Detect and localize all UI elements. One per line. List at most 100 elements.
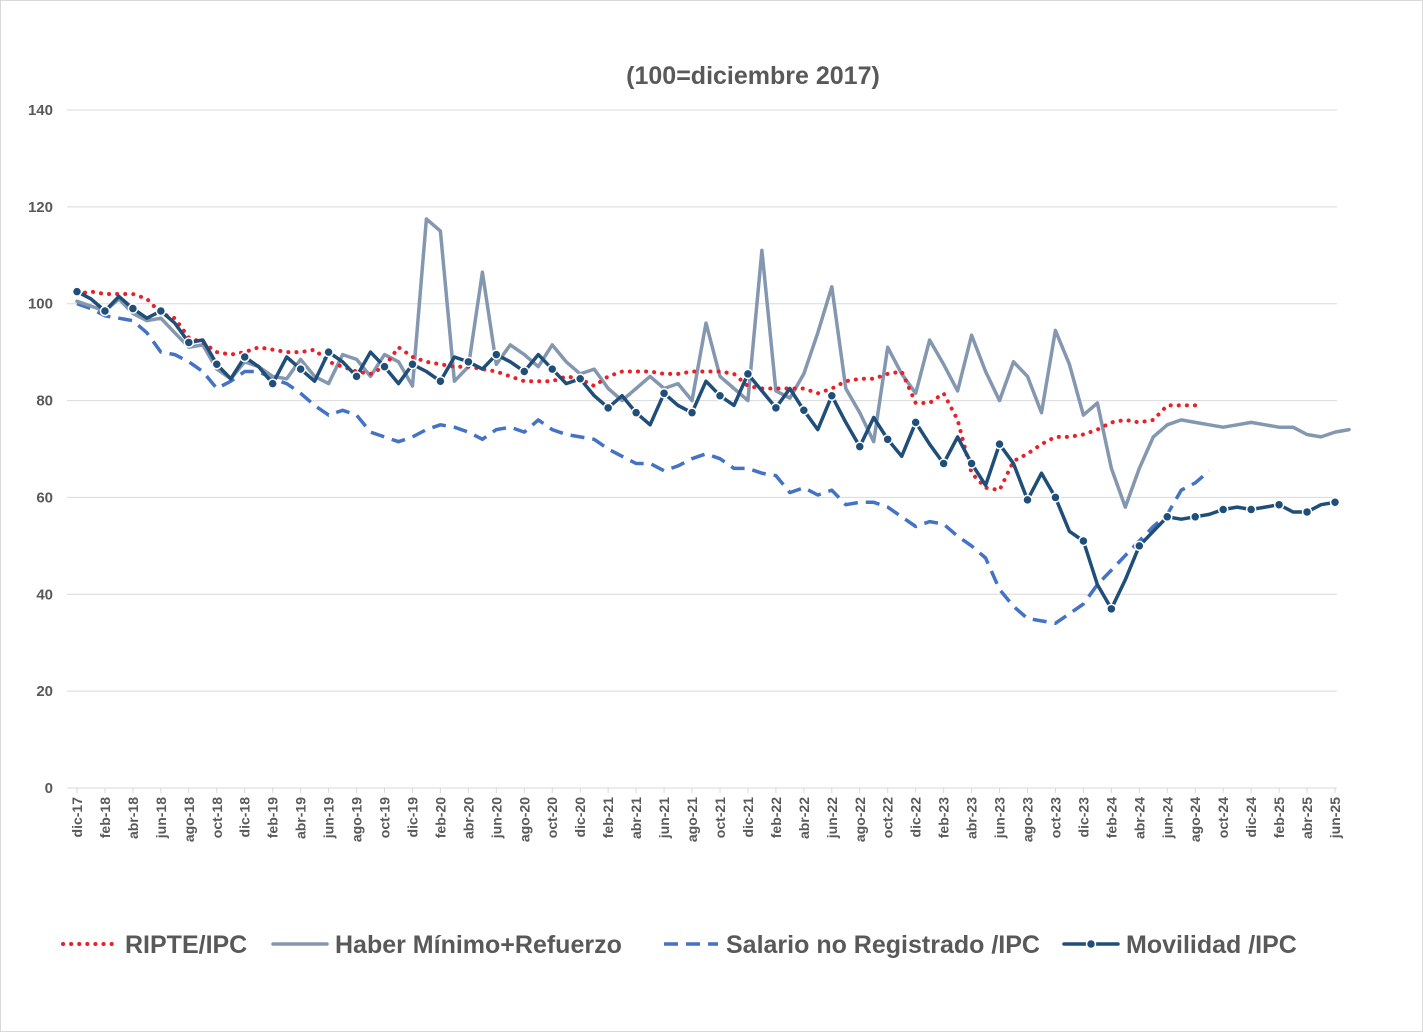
data-point <box>491 349 502 360</box>
data-point <box>630 407 642 418</box>
x-tick-label: ago-21 <box>684 797 700 842</box>
data-point <box>658 388 670 399</box>
x-tick-label: feb-21 <box>600 797 616 838</box>
x-tick-label: jun-19 <box>321 797 337 839</box>
x-tick-label: feb-24 <box>1103 797 1119 838</box>
data-point <box>71 286 83 297</box>
x-tick-label: feb-18 <box>97 797 113 838</box>
x-tick-label: ago-23 <box>1019 797 1035 842</box>
x-tick-label: abr-22 <box>796 797 812 839</box>
gridlines <box>67 109 1337 789</box>
legend-label: Movilidad /IPC <box>1126 931 1297 959</box>
series-line-0 <box>75 289 1198 493</box>
y-tick-label: 120 <box>28 199 53 216</box>
x-tick-label: ago-22 <box>852 797 868 842</box>
data-point <box>1106 603 1117 615</box>
legend-marker <box>1085 938 1097 950</box>
data-point <box>99 305 111 317</box>
x-tick-label: oct-18 <box>209 797 225 838</box>
x-tick-label: dic-23 <box>1075 797 1091 838</box>
x-tick-label: ago-24 <box>1187 797 1203 842</box>
data-point <box>267 378 278 389</box>
x-tick-label: abr-21 <box>628 797 644 839</box>
x-tick-label: dic-17 <box>69 797 85 838</box>
data-point <box>1217 504 1229 515</box>
series-group <box>71 217 1351 626</box>
x-tick-label: jun-22 <box>824 797 840 839</box>
x-tick-label: dic-24 <box>1243 797 1259 838</box>
data-point <box>910 417 921 428</box>
x-tick-label: abr-20 <box>460 797 476 839</box>
x-tick-label: abr-23 <box>964 797 980 839</box>
y-axis: 0 20 40 60 80 100 120 140 <box>28 102 53 797</box>
legend: RIPTE/IPC Haber Mínimo+Refuerzo Salario no… <box>61 931 1297 959</box>
data-point <box>155 305 167 317</box>
x-tick-label: jun-25 <box>1327 797 1343 839</box>
data-point <box>323 346 334 358</box>
y-tick-label: 140 <box>28 102 53 119</box>
data-point <box>407 359 418 370</box>
data-point <box>1329 497 1341 508</box>
data-point <box>1022 494 1033 506</box>
data-point <box>1162 511 1173 523</box>
data-point <box>1189 511 1201 523</box>
x-tick-label: jun-18 <box>153 797 169 839</box>
chart-title: (100=diciembre 2017) <box>626 62 880 90</box>
legend-label: RIPTE/IPC <box>125 931 247 959</box>
data-point <box>295 363 306 375</box>
series-line-3 <box>75 289 1337 611</box>
legend-label: Haber Mínimo+Refuerzo <box>335 931 622 959</box>
x-axis: dic-17 feb-18 abr-18 jun-18 ago-18 oct-18 dic-… <box>69 788 1343 842</box>
data-point <box>239 351 250 363</box>
data-point <box>742 368 754 380</box>
x-tick-label: feb-25 <box>1271 797 1287 838</box>
data-point <box>602 402 614 414</box>
x-tick-label: ago-18 <box>181 797 197 842</box>
data-point <box>379 361 390 372</box>
y-tick-label: 60 <box>36 489 53 506</box>
y-tick-label: 0 <box>45 780 53 797</box>
series-line-2 <box>76 302 1211 626</box>
x-tick-label: abr-18 <box>125 797 141 839</box>
data-point <box>994 438 1005 450</box>
data-point <box>826 390 838 401</box>
x-tick-label: feb-19 <box>265 797 281 838</box>
data-point <box>714 390 726 401</box>
x-tick-label: abr-24 <box>1131 797 1147 839</box>
x-tick-label: dic-20 <box>572 797 588 838</box>
data-point <box>1134 540 1145 552</box>
x-tick-label: ago-20 <box>516 797 532 842</box>
data-point <box>770 402 782 414</box>
data-point <box>966 458 977 469</box>
data-point <box>463 356 474 368</box>
data-point <box>1078 535 1089 547</box>
data-point <box>183 337 195 348</box>
x-tick-label: ago-19 <box>349 797 365 842</box>
x-tick-label: oct-22 <box>880 797 896 838</box>
x-tick-label: abr-25 <box>1299 797 1315 839</box>
x-tick-label: dic-18 <box>237 797 253 838</box>
data-point <box>686 407 698 418</box>
x-tick-label: jun-23 <box>992 797 1008 839</box>
x-tick-label: abr-19 <box>293 797 309 839</box>
x-tick-label: feb-23 <box>936 797 952 838</box>
x-tick-label: dic-19 <box>404 797 420 838</box>
y-tick-label: 100 <box>28 296 53 313</box>
data-point <box>938 458 949 469</box>
y-tick-label: 20 <box>36 683 53 700</box>
x-tick-label: oct-21 <box>712 797 728 838</box>
data-point <box>882 434 893 445</box>
data-point <box>854 441 866 452</box>
data-point <box>435 375 446 387</box>
x-tick-label: oct-19 <box>377 797 393 838</box>
x-tick-label: jun-24 <box>1159 797 1175 839</box>
data-point <box>574 373 586 385</box>
data-point <box>1050 492 1061 503</box>
x-tick-label: oct-20 <box>544 797 560 838</box>
x-tick-label: oct-23 <box>1047 797 1063 838</box>
series-line-1 <box>75 217 1351 509</box>
data-point <box>127 303 139 314</box>
y-tick-label: 40 <box>36 586 53 603</box>
data-point <box>1273 499 1285 510</box>
data-point <box>211 359 223 370</box>
